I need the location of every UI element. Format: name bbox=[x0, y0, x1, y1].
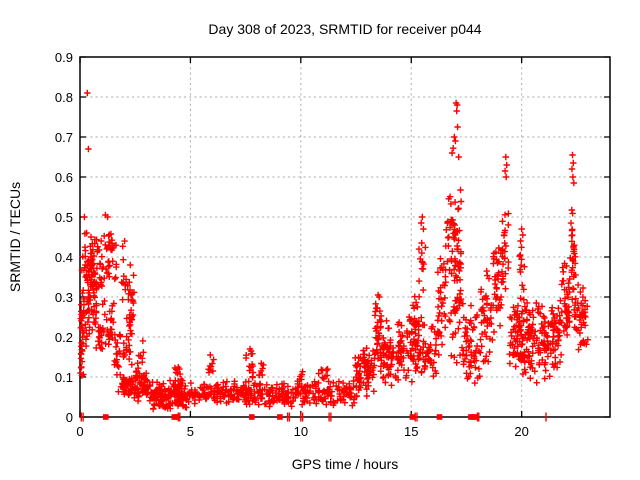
y-tick-label: 0.8 bbox=[54, 89, 73, 105]
y-tick-label: 0.5 bbox=[54, 209, 73, 225]
x-tick-label: 10 bbox=[293, 424, 309, 439]
x-tick-label: 15 bbox=[404, 424, 419, 439]
zero-flag-marker bbox=[472, 414, 478, 420]
y-tick-label: 0.1 bbox=[54, 369, 73, 385]
y-tick-label: 0.9 bbox=[54, 49, 73, 65]
plot-border bbox=[79, 56, 611, 418]
x-tick-label: 0 bbox=[76, 424, 84, 439]
zero-flag-marker bbox=[173, 414, 180, 420]
zero-flag-marker bbox=[436, 414, 443, 420]
y-tick-label: 0 bbox=[65, 409, 73, 425]
data-points bbox=[77, 89, 591, 422]
y-tick-label: 0.6 bbox=[54, 169, 73, 185]
y-tick-label: 0.4 bbox=[54, 249, 73, 265]
y-axis-label: SRMTID / TECUs bbox=[7, 181, 23, 293]
zero-flag-marker bbox=[249, 414, 255, 420]
chart-title: Day 308 of 2023, SRMTID for receiver p04… bbox=[208, 21, 482, 37]
zero-flag-marker bbox=[277, 414, 283, 420]
x-tick-label: 5 bbox=[186, 424, 195, 439]
x-tick-label: 20 bbox=[514, 424, 529, 439]
x-axis-label: GPS time / hours bbox=[291, 456, 399, 472]
zero-flag-marker bbox=[409, 414, 416, 420]
y-tick-label: 0.7 bbox=[54, 129, 73, 145]
y-tick-label: 0.2 bbox=[54, 329, 73, 345]
zero-flag-marker bbox=[103, 414, 109, 420]
y-tick-label: 0.3 bbox=[54, 289, 73, 305]
